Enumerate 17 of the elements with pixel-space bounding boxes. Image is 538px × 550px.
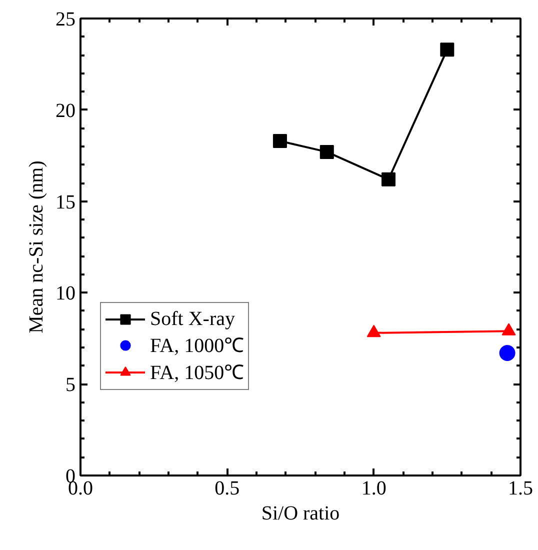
point (440, 42, 454, 57)
y-tick-label: 5 (66, 374, 76, 396)
y-tick-label: 15 (56, 191, 76, 214)
x-axis-title: Si/O ratio (261, 502, 340, 524)
y-tick-label: 20 (56, 100, 76, 122)
point (320, 144, 334, 159)
legend-label: FA, 1050℃ (150, 361, 244, 385)
legend-label: FA, 1000℃ (150, 334, 244, 358)
point (272, 134, 287, 148)
y-axis-title: Mean nc-Si size (nm) (26, 160, 48, 334)
legend-label: Soft X-ray (150, 307, 235, 331)
text: 1.0 (361, 478, 386, 500)
y-tick-label: 10 (56, 282, 76, 305)
x-tick-label: 0.5 (214, 478, 240, 500)
point (382, 172, 396, 186)
x-tick-label: 1.5 (508, 478, 533, 500)
y-tick-label: 25 (56, 8, 76, 30)
